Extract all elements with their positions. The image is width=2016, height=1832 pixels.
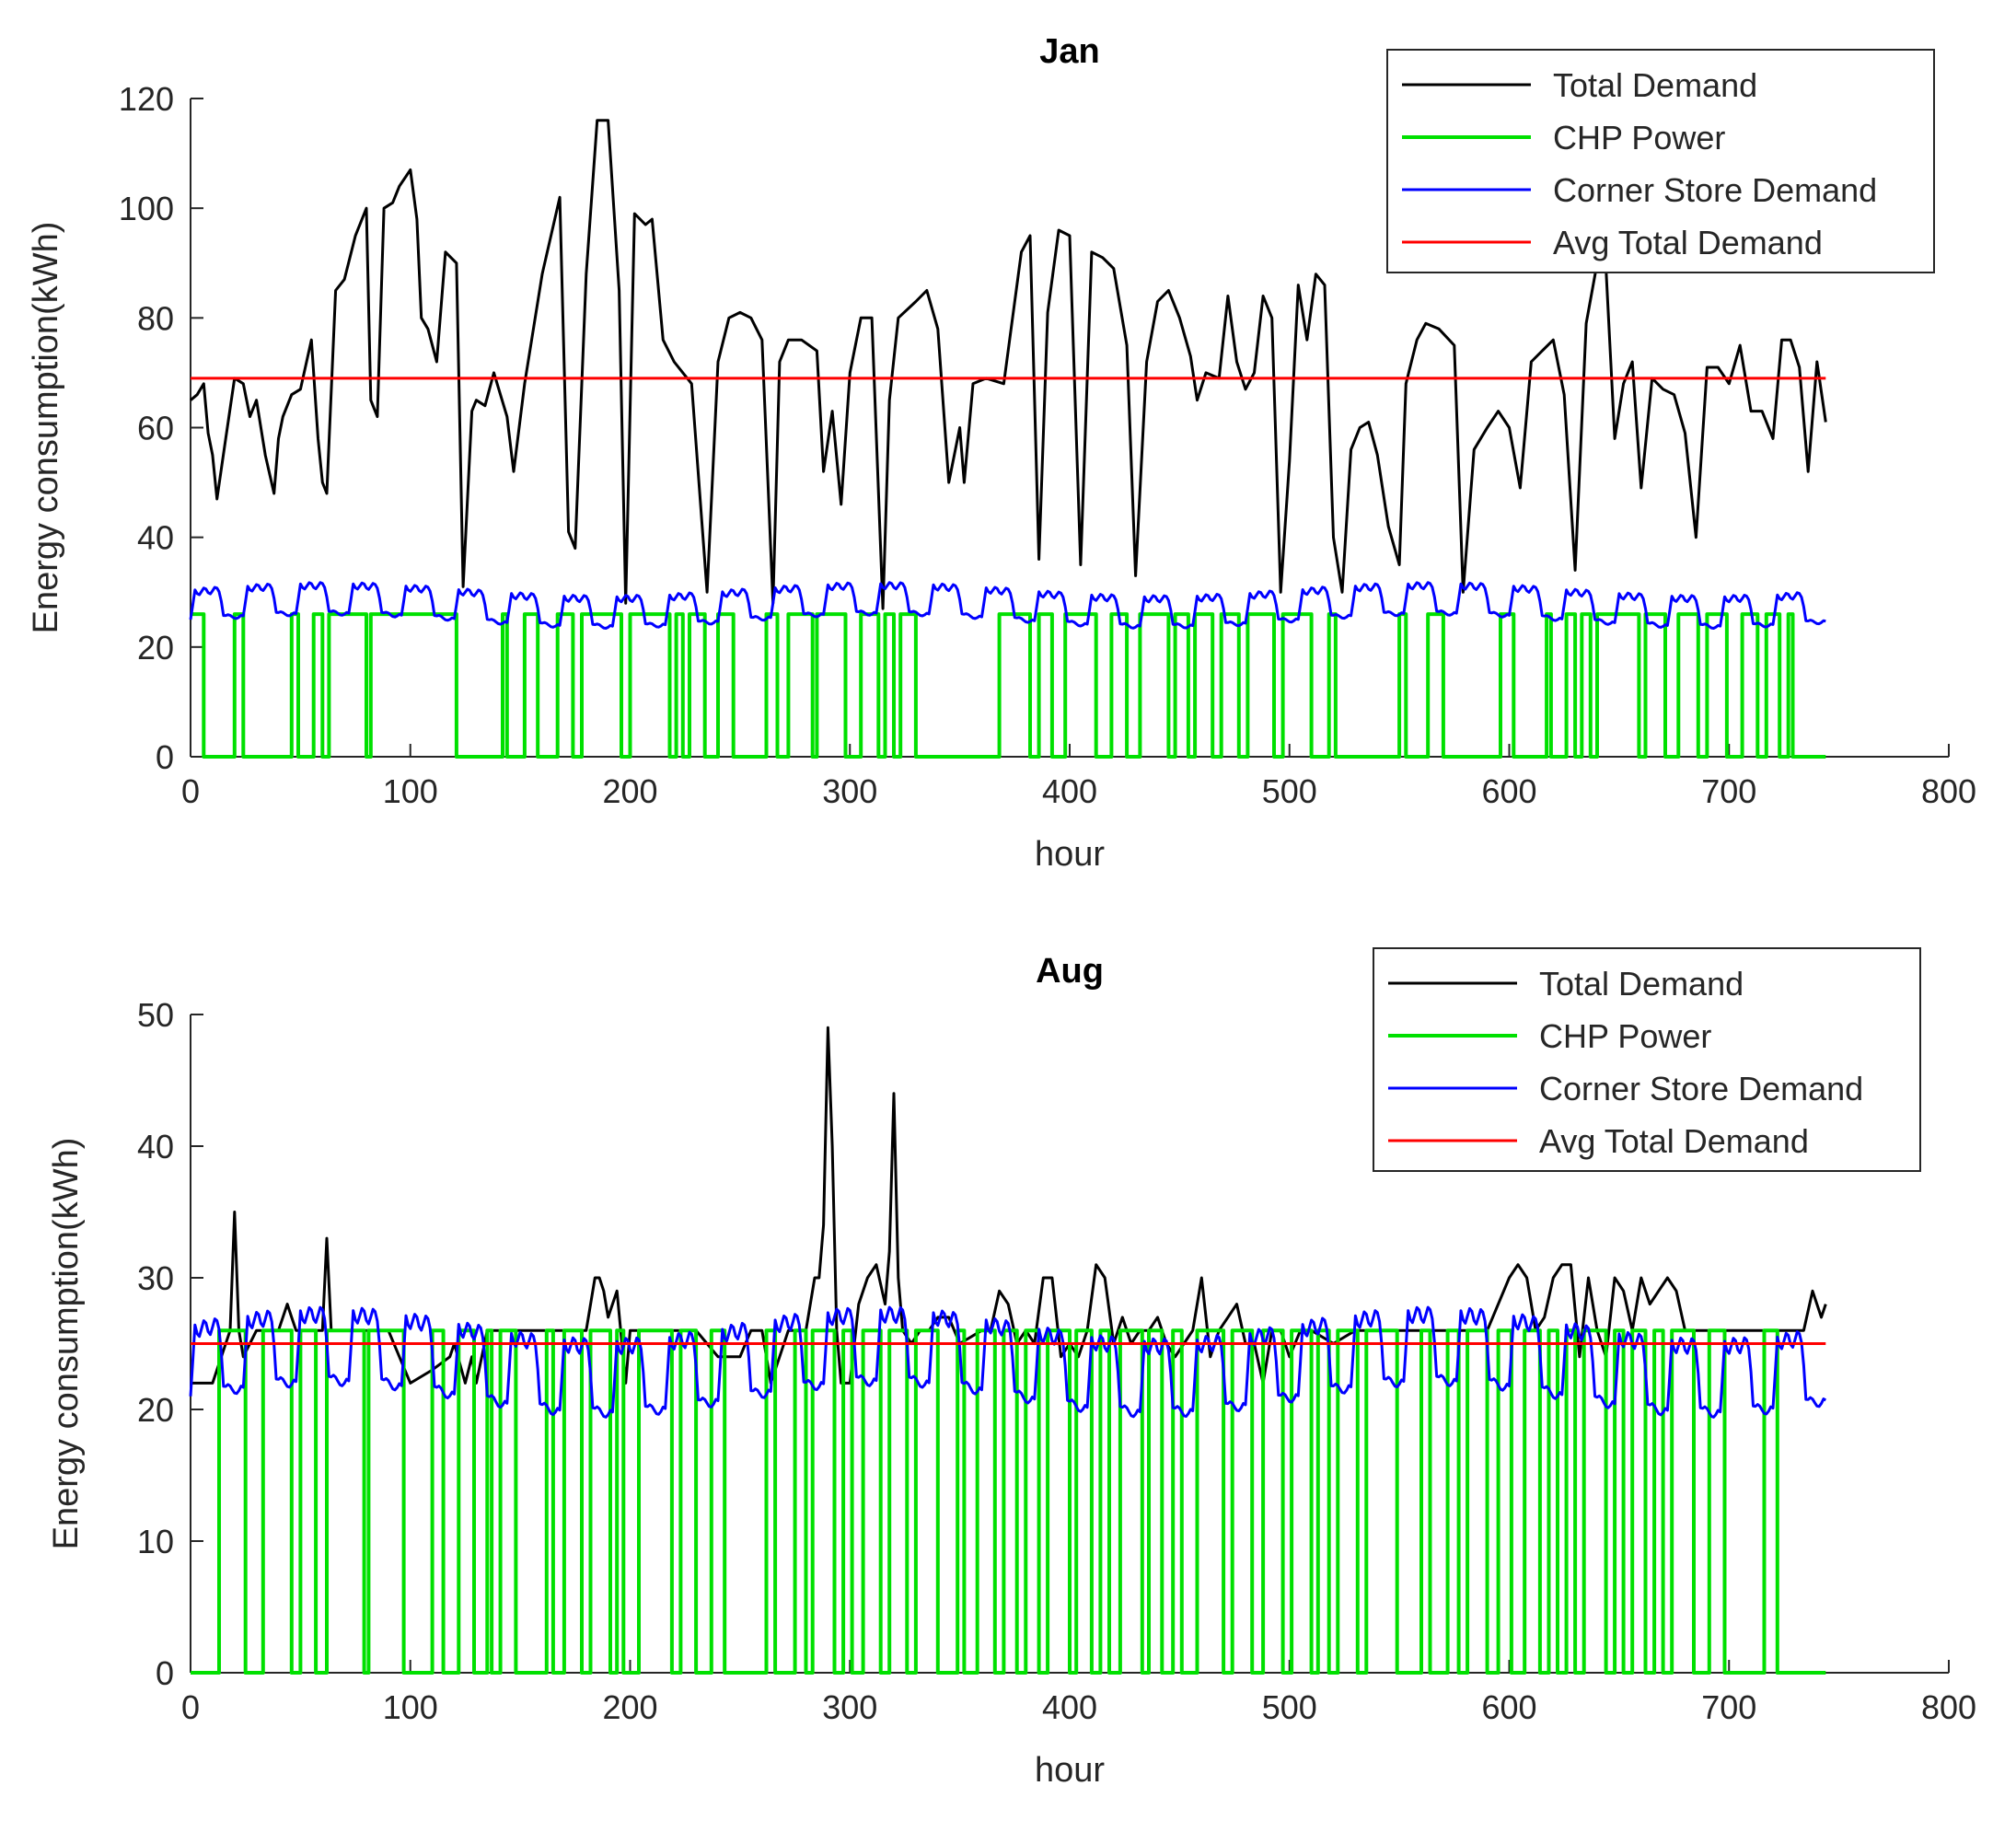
x-tick-label: 700 <box>1701 772 1756 810</box>
legend-label: Total Demand <box>1539 965 1744 1003</box>
legend: Total Demand CHP Power Corner Store Demand… <box>1373 947 1921 1172</box>
legend-label: CHP Power <box>1539 1017 1711 1055</box>
y-tick-label: 40 <box>137 519 174 557</box>
x-tick-label: 0 <box>181 772 200 810</box>
x-tick-label: 300 <box>822 772 877 810</box>
x-axis-label: hour <box>1035 835 1105 874</box>
chart-panel-aug: 0 100 200 300 400 500 600 700 800 0 10 20 30 40 50 Aug h… <box>47 947 1976 1790</box>
y-tick-label: 20 <box>137 629 174 667</box>
chart-title: Jan <box>1039 32 1099 71</box>
series-line-chp-power <box>191 612 1826 759</box>
x-tick-label: 600 <box>1481 772 1536 810</box>
x-tick-label: 200 <box>602 1688 657 1726</box>
x-tick-label: 500 <box>1262 772 1317 810</box>
y-axis-label: Energy consumption(kWh) <box>47 1138 86 1550</box>
y-tick-label: 100 <box>119 190 174 227</box>
chart-title: Aug <box>1036 952 1104 991</box>
x-tick-label: 300 <box>822 1688 877 1726</box>
series-line-total-demand <box>190 119 1827 610</box>
y-tick-label: 50 <box>137 996 174 1034</box>
x-tick-label: 600 <box>1481 1688 1536 1726</box>
x-tick-label: 800 <box>1921 1688 1976 1726</box>
series-line-chp-power <box>191 1328 1826 1675</box>
legend-box <box>1386 49 1935 273</box>
legend: Total Demand CHP Power Corner Store Demand… <box>1386 49 1935 273</box>
y-tick-label: 20 <box>137 1391 174 1429</box>
y-tick-label: 30 <box>137 1259 174 1297</box>
y-tick-label: 0 <box>156 1654 174 1692</box>
legend-label: Total Demand <box>1553 66 1757 104</box>
series-line-corner-store-demand <box>189 1305 1827 1419</box>
legend-label: Avg Total Demand <box>1539 1122 1809 1160</box>
x-tick-label: 100 <box>383 772 438 810</box>
y-tick-label: 80 <box>137 299 174 337</box>
y-tick-label: 40 <box>137 1128 174 1165</box>
x-axis-label: hour <box>1035 1751 1105 1790</box>
y-tick-label: 10 <box>137 1523 174 1560</box>
y-tick-label: 0 <box>156 738 174 776</box>
x-tick-label: 0 <box>181 1688 200 1726</box>
x-tick-label: 400 <box>1042 1688 1097 1726</box>
x-tick-label: 100 <box>383 1688 438 1726</box>
chart-panel-jan: 0 100 200 300 400 500 600 700 800 0 20 40 60 80 100 120… <box>27 32 1976 874</box>
series-line-corner-store-demand <box>189 581 1826 630</box>
x-tick-label: 700 <box>1701 1688 1756 1726</box>
x-tick-label: 400 <box>1042 772 1097 810</box>
y-tick-label: 60 <box>137 410 174 447</box>
legend-label: Corner Store Demand <box>1539 1070 1863 1107</box>
legend-label: CHP Power <box>1553 119 1725 157</box>
legend-label: Corner Store Demand <box>1553 171 1877 209</box>
legend-label: Avg Total Demand <box>1553 224 1823 261</box>
legend-box <box>1373 947 1921 1172</box>
y-axis-label: Energy consumption(kWh) <box>27 222 65 634</box>
y-tick-label: 120 <box>119 80 174 118</box>
x-tick-label: 800 <box>1921 772 1976 810</box>
x-tick-label: 500 <box>1262 1688 1317 1726</box>
x-tick-label: 200 <box>602 772 657 810</box>
